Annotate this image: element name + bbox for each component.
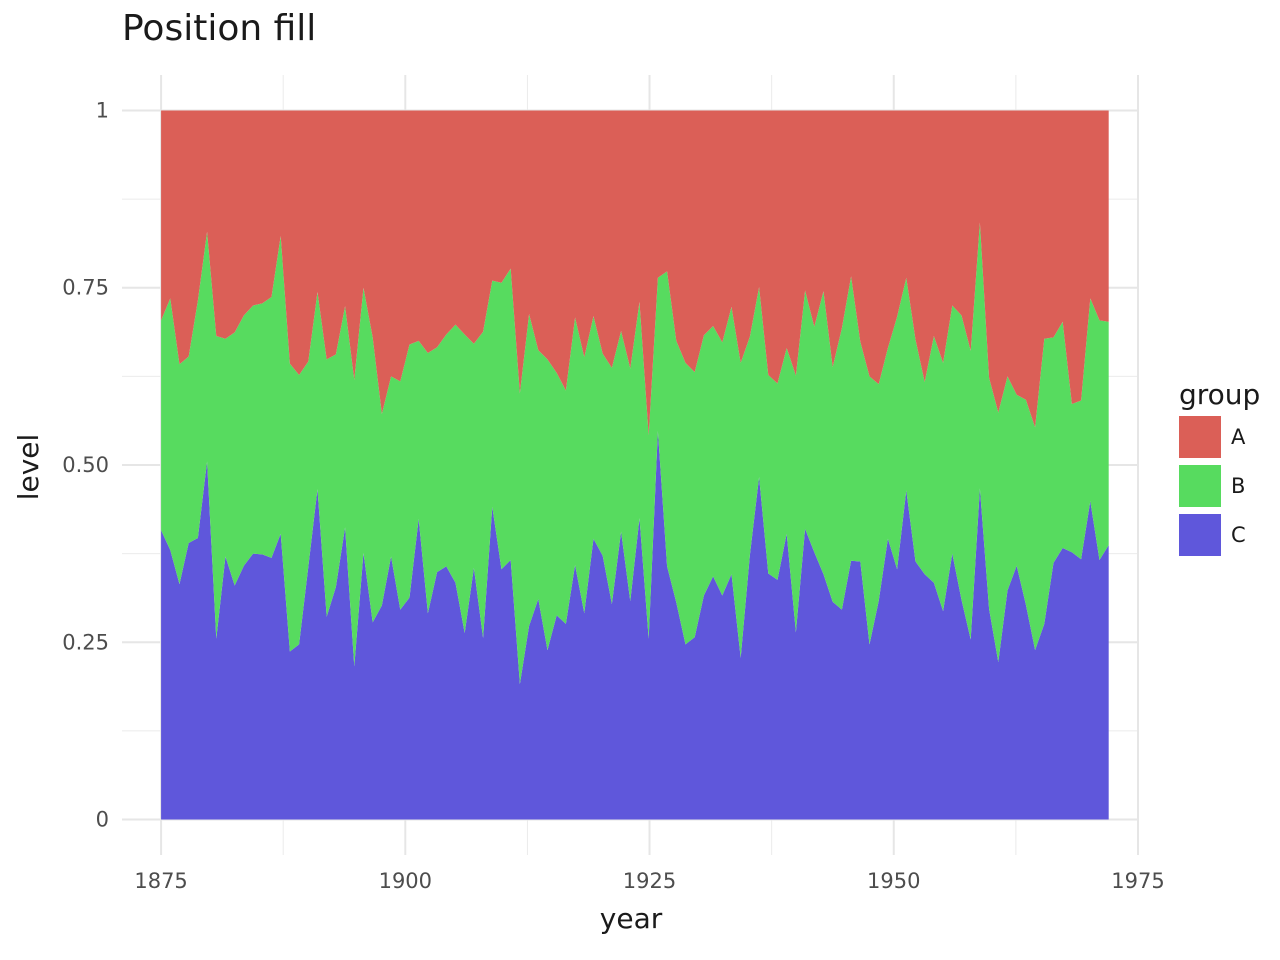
y-tick-label: 0.50 xyxy=(62,453,109,477)
legend-label-c: C xyxy=(1231,523,1246,547)
x-tick-label: 1975 xyxy=(1111,869,1164,893)
y-tick-label: 0.25 xyxy=(62,630,109,654)
y-tick-label: 0 xyxy=(96,808,109,832)
y-tick-label: 0.75 xyxy=(62,276,109,300)
legend-label-a: A xyxy=(1231,425,1246,449)
legend: group A B C xyxy=(1179,378,1260,556)
legend-key-c xyxy=(1179,514,1221,556)
y-tick-label: 1 xyxy=(96,98,109,122)
x-tick-label: 1950 xyxy=(867,869,920,893)
area-series-b xyxy=(161,222,1109,685)
y-axis-ticks: 0 0.25 0.50 0.75 1 xyxy=(62,98,109,831)
x-tick-label: 1925 xyxy=(623,869,676,893)
x-tick-label: 1900 xyxy=(379,869,432,893)
legend-key-b xyxy=(1179,465,1221,507)
x-axis-ticks: 1875 1900 1925 1950 1975 xyxy=(134,869,1164,893)
legend-title: group xyxy=(1179,378,1260,411)
plot-areas xyxy=(161,110,1109,820)
legend-key-a xyxy=(1179,416,1221,458)
area-series-c xyxy=(161,430,1109,820)
x-axis-title: year xyxy=(600,902,663,935)
legend-label-b: B xyxy=(1231,474,1245,498)
x-tick-label: 1875 xyxy=(134,869,187,893)
chart-title: Position fill xyxy=(122,8,317,49)
y-axis-title: level xyxy=(12,434,45,501)
area-series-a xyxy=(161,110,1109,436)
